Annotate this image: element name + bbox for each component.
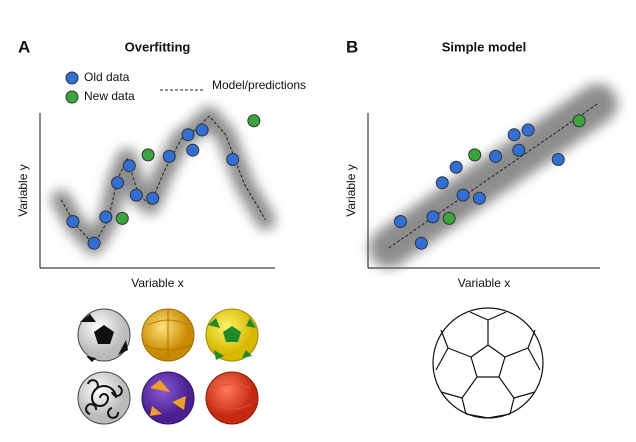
ball-patch [208, 318, 256, 360]
data-point [122, 159, 136, 173]
data-point [111, 176, 125, 190]
data-point [393, 215, 407, 228]
data-point [66, 215, 80, 228]
legend-label: Model/predictions [212, 78, 306, 92]
outline-ball [432, 307, 544, 419]
data-point [489, 149, 503, 163]
chart-title: Overfitting [125, 39, 191, 54]
data-point [456, 188, 470, 202]
data-point [572, 114, 586, 128]
panel: B Simple model Variable x Variable y [344, 37, 618, 290]
ball [77, 371, 131, 425]
data-point [435, 176, 449, 190]
data-point [129, 188, 143, 202]
panel-label: A [18, 37, 30, 56]
ball [205, 371, 259, 425]
x-axis-label: Variable x [458, 276, 510, 290]
data-point [551, 153, 565, 166]
legend-label: New data [84, 89, 135, 103]
x-axis-label: Variable x [131, 276, 183, 290]
data-point [195, 123, 209, 137]
data-point [141, 148, 155, 162]
balls [77, 308, 259, 425]
ball-patch [223, 326, 241, 342]
ball-patch [94, 325, 114, 344]
data-point [472, 191, 486, 205]
data-point [521, 123, 535, 137]
data-point [468, 148, 482, 162]
data-point [181, 128, 195, 142]
panel: A Overfitting Variable x Variable y [16, 37, 276, 290]
data-point [115, 211, 129, 225]
ball-seam [144, 309, 192, 361]
data-point [426, 210, 440, 224]
panel-label: B [346, 37, 358, 56]
chart-title: Simple model [442, 39, 527, 54]
legend-swatch [65, 71, 79, 85]
legend-swatch [65, 90, 79, 104]
data-point [247, 114, 261, 128]
ball-seam [211, 383, 253, 410]
ball-panel [470, 344, 506, 378]
ball [141, 371, 195, 425]
y-axis-label: Variable y [344, 164, 358, 216]
ball-swirl [85, 379, 123, 419]
data-point [414, 236, 428, 250]
data-point [449, 160, 463, 174]
data-point [512, 143, 526, 157]
legend: Old data New data Model/predictions [65, 70, 306, 104]
data-point [87, 236, 101, 250]
model-line [60, 115, 267, 246]
data-point [146, 191, 160, 205]
data-point [507, 128, 521, 142]
model-line [388, 103, 598, 249]
data-point [99, 210, 113, 224]
data-point [226, 153, 240, 166]
legend-label: Old data [84, 70, 130, 84]
ball-patch [150, 380, 186, 416]
data-point [186, 143, 200, 157]
ball-patch [80, 314, 128, 362]
ball-seam [435, 311, 541, 419]
data-point [162, 149, 176, 163]
model-glow [51, 106, 276, 255]
y-axis-label: Variable y [16, 164, 30, 216]
data-point [442, 211, 456, 225]
